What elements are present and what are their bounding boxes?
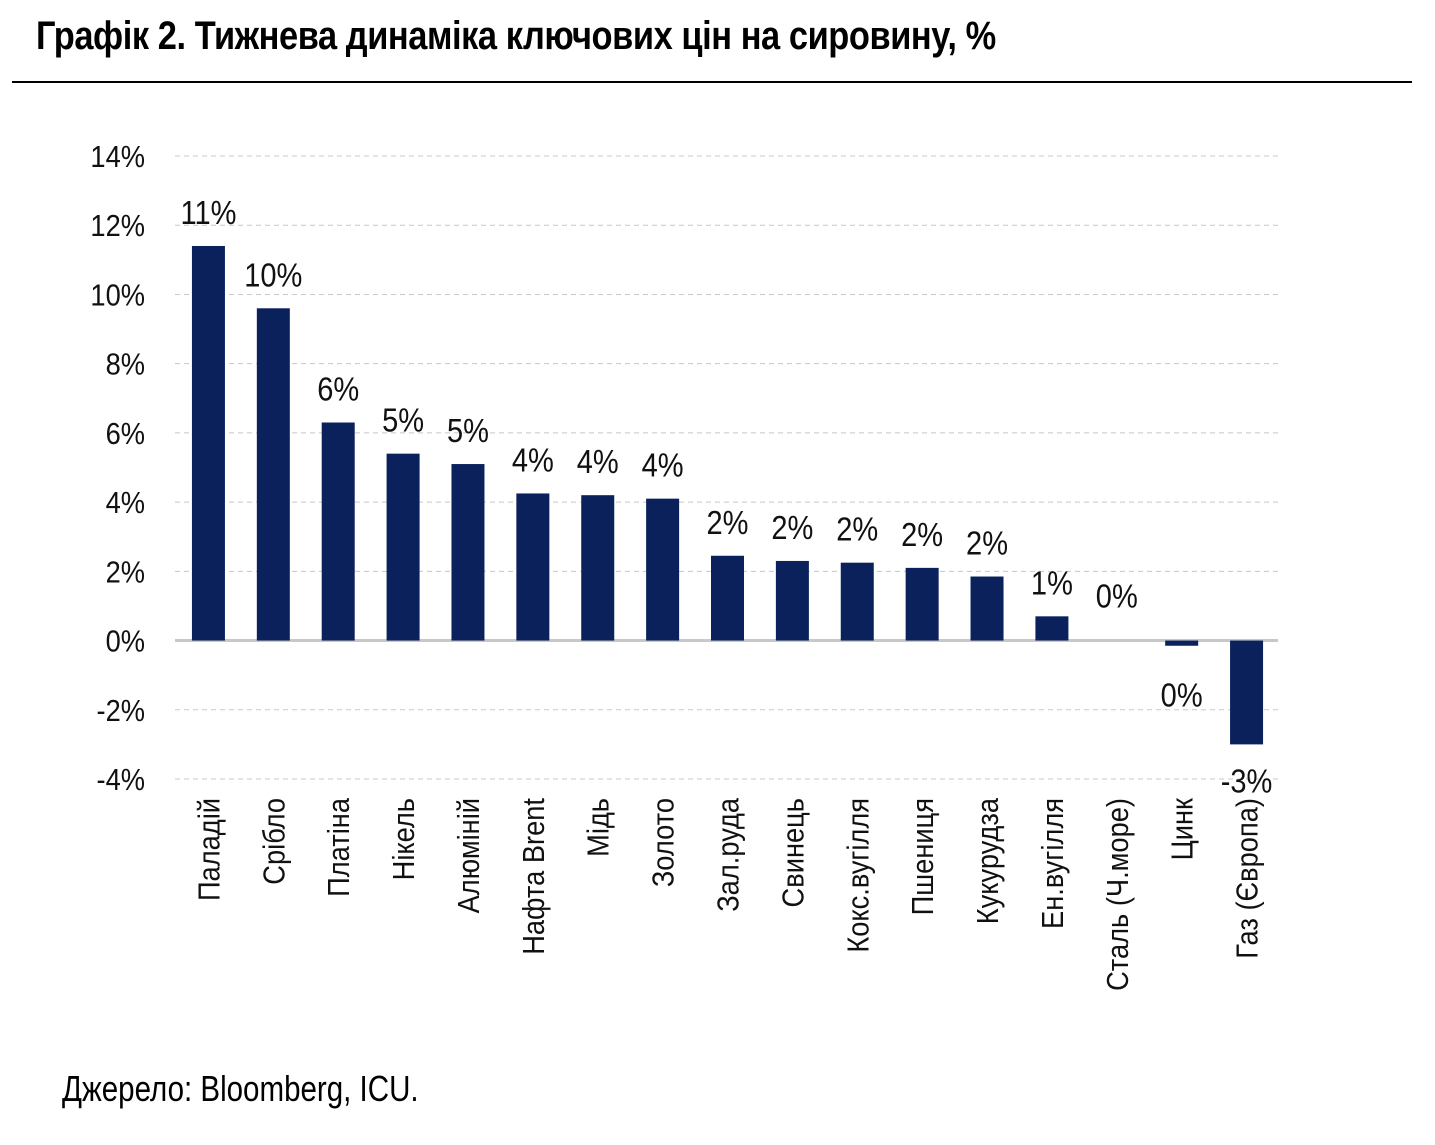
- data-label: 4%: [512, 442, 554, 479]
- bar: [256, 308, 290, 641]
- data-label: 1%: [1031, 565, 1073, 602]
- x-tick-label: Пшениця: [907, 798, 941, 915]
- y-tick-label: 2%: [106, 556, 145, 590]
- bar: [191, 245, 225, 641]
- data-label: 10%: [244, 257, 302, 294]
- y-tick-label: -2%: [97, 694, 145, 728]
- y-tick-label: 4%: [106, 487, 145, 521]
- data-label: 0%: [1161, 677, 1203, 714]
- x-tick-label: Кукурудза: [971, 797, 1005, 924]
- y-tick-label: 0%: [106, 625, 145, 659]
- bar: [451, 464, 485, 641]
- x-tick-label: Зал.руда: [712, 797, 746, 912]
- y-tick-label: 8%: [106, 348, 145, 382]
- chart-title: Графік 2. Тижнева динаміка ключових цін …: [36, 14, 996, 58]
- bar: [1035, 616, 1069, 641]
- data-label: -3%: [1221, 763, 1273, 800]
- data-label: 2%: [771, 509, 813, 546]
- bar: [321, 422, 355, 641]
- bar: [386, 453, 420, 641]
- data-label: 5%: [447, 412, 489, 449]
- x-tick-label: Кокс.вугілля: [842, 798, 876, 953]
- bar: [775, 560, 809, 641]
- data-label: 2%: [707, 504, 749, 541]
- data-label: 4%: [577, 443, 619, 480]
- data-label: 5%: [382, 402, 424, 439]
- bar: [581, 495, 615, 641]
- bar: [516, 493, 550, 641]
- x-tick-label: Ен.вугілля: [1036, 798, 1070, 929]
- x-tick-label: Сталь (Ч.море): [1101, 798, 1135, 991]
- data-label: 11%: [180, 194, 236, 231]
- bar: [1230, 640, 1264, 745]
- x-tick-label: Платіна: [323, 797, 357, 897]
- data-label: 2%: [901, 516, 943, 553]
- y-tick-label: 14%: [90, 140, 145, 174]
- x-tick-label: Алюміній: [452, 798, 486, 913]
- bar: [970, 576, 1004, 641]
- data-label: 2%: [836, 511, 878, 548]
- y-tick-label: 6%: [106, 417, 145, 451]
- source-note: Джерело: Bloomberg, ICU.: [62, 1068, 419, 1109]
- bar: [1165, 640, 1199, 646]
- bar: [646, 498, 680, 641]
- data-label: 4%: [642, 447, 684, 484]
- x-tick-label: Нікель: [388, 798, 422, 880]
- x-tick-label: Мідь: [582, 798, 616, 857]
- x-tick-label: Цинк: [1166, 798, 1200, 861]
- title-divider: [12, 81, 1412, 83]
- y-tick-label: 12%: [90, 210, 145, 244]
- data-label: 0%: [1096, 578, 1138, 615]
- bar: [905, 567, 939, 641]
- x-tick-label: Свинець: [777, 798, 811, 907]
- bar: [711, 555, 744, 641]
- x-tick-label: Паладій: [193, 798, 227, 901]
- bar: [840, 562, 874, 641]
- data-label: 2%: [966, 525, 1008, 562]
- y-tick-label: -4%: [97, 763, 145, 797]
- x-tick-label: Нафта Brent: [517, 798, 551, 955]
- x-tick-label: Срібло: [258, 798, 292, 885]
- x-tick-label: Газ (Європа): [1231, 798, 1265, 959]
- data-label: 6%: [317, 371, 359, 408]
- y-tick-label: 10%: [90, 279, 145, 313]
- x-tick-label: Золото: [647, 798, 681, 887]
